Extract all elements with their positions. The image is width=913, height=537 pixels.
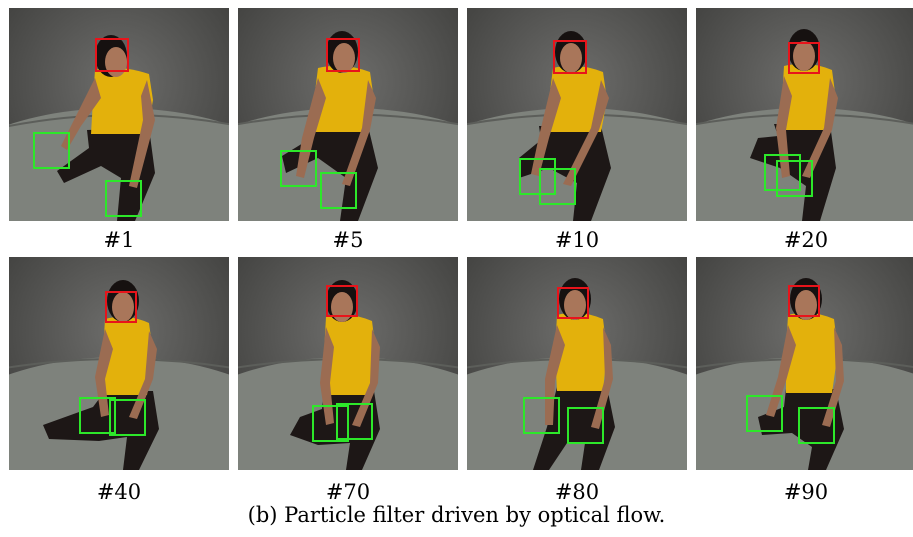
face-bounding-box [557, 287, 589, 319]
hand-bounding-box [523, 397, 560, 434]
frame-image [696, 8, 913, 221]
hand-bounding-box [746, 395, 783, 432]
frame-label: #70 [325, 480, 371, 504]
frame-label: #20 [783, 228, 829, 252]
face-bounding-box [553, 40, 587, 74]
hand-bounding-box [776, 160, 813, 197]
hand-bounding-box [109, 399, 146, 436]
face-bounding-box [326, 38, 360, 72]
figure-caption: (b) Particle filter driven by optical fl… [247, 503, 666, 527]
frame-label: #1 [103, 228, 135, 252]
hand-bounding-box [798, 407, 835, 444]
hand-bounding-box [33, 132, 70, 169]
face-bounding-box [788, 285, 820, 317]
face-bounding-box [788, 42, 820, 74]
hand-bounding-box [105, 180, 142, 217]
frame-image [9, 257, 229, 470]
frame-label: #5 [332, 228, 364, 252]
frame-label: #40 [96, 480, 142, 504]
hand-bounding-box [539, 168, 576, 205]
hand-bounding-box [519, 158, 556, 195]
frame-image [9, 8, 229, 221]
frame-image [696, 257, 913, 470]
frame-image [467, 8, 687, 221]
hand-bounding-box [320, 172, 357, 209]
hand-bounding-box [280, 150, 317, 187]
frame-image [238, 8, 458, 221]
frame-image [238, 257, 458, 470]
hand-bounding-box [336, 403, 373, 440]
face-bounding-box [95, 38, 129, 72]
hand-bounding-box [312, 405, 349, 442]
hand-bounding-box [79, 397, 116, 434]
face-bounding-box [105, 291, 137, 323]
frame-image [467, 257, 687, 470]
frame-label: #80 [554, 480, 600, 504]
face-bounding-box [326, 285, 358, 317]
frame-label: #90 [783, 480, 829, 504]
hand-bounding-box [764, 154, 801, 191]
frame-label: #10 [554, 228, 600, 252]
hand-bounding-box [567, 407, 604, 444]
